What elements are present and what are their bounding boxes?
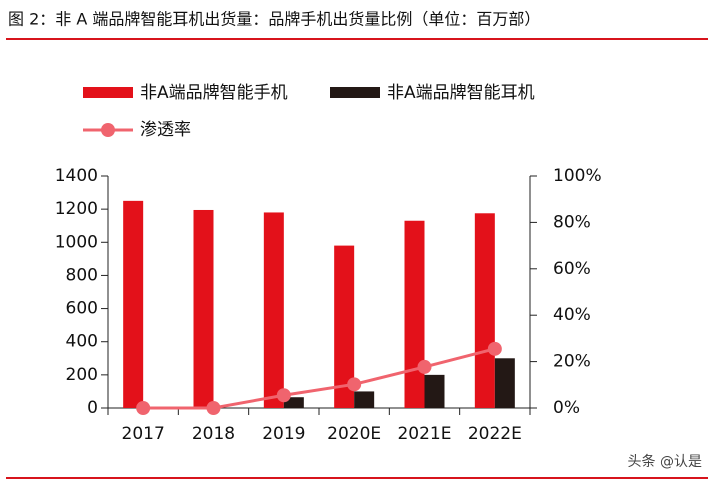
line-marker [487,341,502,356]
y-tick-label: 400 [66,332,98,352]
bar [354,391,375,408]
line-marker [136,401,151,415]
legend-label: 非A端品牌智能手机 [140,83,288,103]
y2-tick-label: 100% [553,166,602,186]
y-tick-label: 800 [66,265,98,285]
x-tick-label: 2017 [122,424,165,444]
line-marker [347,377,362,392]
watermark: 头条 @认是 [628,453,702,470]
x-tick-label: 2022E [468,424,522,444]
bar [424,374,445,408]
legend-label: 渗透率 [140,120,191,140]
y-tick-label: 1400 [55,166,98,186]
x-tick-label: 2020E [327,424,381,444]
bar [404,220,425,408]
chart-title: 图 2：非 A 端品牌智能耳机出货量：品牌手机出货量比例（单位：百万部） [8,10,540,29]
x-tick-label: 2019 [262,424,305,444]
line [143,347,496,410]
y2-tick-label: 20% [553,352,591,372]
y2-tick-label: 40% [553,305,591,325]
y2-tick-label: 0% [553,398,580,418]
y-tick-label: 0 [87,398,98,418]
legend-marker [101,123,115,137]
legend-swatch [83,87,133,98]
line-marker [206,401,221,415]
y2-tick-label: 60% [553,259,591,279]
y2-tick-label: 80% [553,212,591,232]
y-tick-label: 1200 [55,199,98,219]
x-tick-label: 2018 [192,424,235,444]
legend-label: 非A端品牌智能耳机 [387,83,535,103]
line-marker [417,359,432,374]
bar [334,245,355,408]
bar [283,397,304,408]
legend-swatch [330,87,380,98]
line-marker [276,388,291,403]
bar [494,358,515,408]
bar [123,200,144,408]
bar [474,213,495,408]
x-tick-label: 2021E [397,424,451,444]
y-tick-label: 1000 [55,232,98,252]
bar [263,212,284,408]
y-tick-label: 200 [66,365,98,385]
bar [193,209,214,408]
y-tick-label: 600 [66,299,98,319]
